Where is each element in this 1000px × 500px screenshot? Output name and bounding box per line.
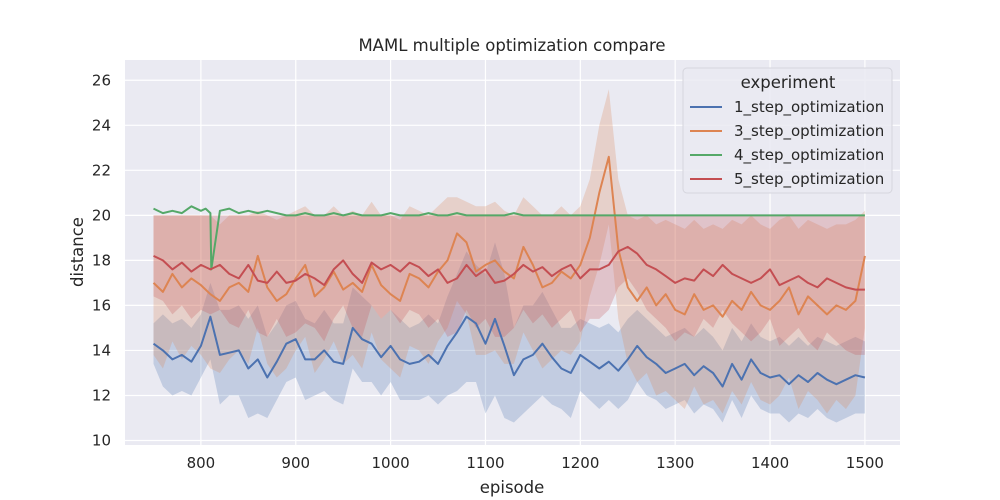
y-tick-label: 24 <box>92 116 111 134</box>
x-axis-title: episode <box>480 478 545 497</box>
chart-title: MAML multiple optimization compare <box>358 36 665 55</box>
legend-label: 3_step_optimization <box>734 122 884 141</box>
legend-items: 1_step_optimization 3_step_optimization 4_… <box>690 98 884 189</box>
y-tick-label: 10 <box>92 431 111 449</box>
x-axis-ticks: 800 900 1000 1100 1200 1300 1400 1500 <box>187 454 884 472</box>
legend-frame <box>682 67 893 194</box>
x-tick-label: 900 <box>281 454 310 472</box>
x-tick-label: 1100 <box>466 454 504 472</box>
y-tick-label: 12 <box>92 386 111 404</box>
y-tick-label: 26 <box>92 71 111 89</box>
legend: experiment 1_step_optimization 3_step_opt… <box>682 67 893 194</box>
x-tick-label: 1400 <box>751 454 789 472</box>
confidence-band-5_step_optimization <box>153 215 865 355</box>
legend-label: 1_step_optimization <box>734 98 884 117</box>
x-tick-label: 1300 <box>656 454 694 472</box>
x-tick-label: 1200 <box>561 454 599 472</box>
x-tick-label: 800 <box>187 454 216 472</box>
y-tick-label: 16 <box>92 296 111 314</box>
x-tick-label: 1500 <box>846 454 884 472</box>
confidence-band-3_step_optimization <box>153 89 865 414</box>
y-axis-title: distance <box>68 217 87 287</box>
series-line-1_step_optimization <box>152 315 866 388</box>
series-lines <box>152 155 866 388</box>
series-line-3_step_optimization <box>152 155 866 318</box>
legend-label: 4_step_optimization <box>734 146 884 165</box>
y-tick-label: 18 <box>92 251 111 269</box>
y-tick-label: 14 <box>92 341 111 359</box>
y-tick-label: 22 <box>92 161 111 179</box>
x-tick-label: 1000 <box>372 454 410 472</box>
series-line-4_step_optimization <box>153 205 865 271</box>
y-tick-label: 20 <box>92 206 111 224</box>
y-axis-ticks: 10 12 14 16 18 20 22 24 26 <box>92 71 111 449</box>
legend-title: experiment <box>741 73 836 92</box>
confidence-band-1_step_optimization <box>153 242 865 423</box>
series-line-5_step_optimization <box>153 245 865 291</box>
legend-label: 5_step_optimization <box>734 170 884 189</box>
confidence-bands <box>153 89 865 423</box>
